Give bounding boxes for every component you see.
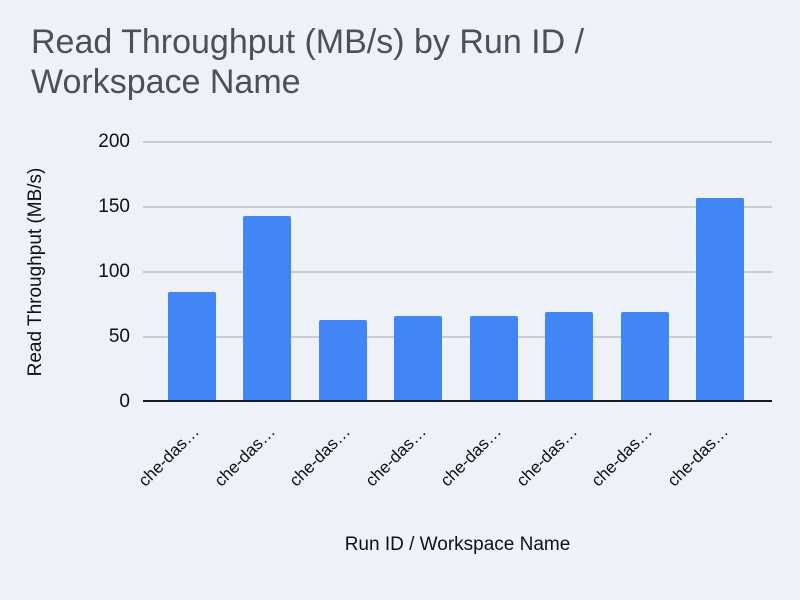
y-tick-label-200: 200 (98, 131, 130, 152)
x-category-label-text: che-das… (512, 422, 581, 491)
x-category-label-text: che-das… (663, 422, 732, 491)
x-axis-title: Run ID / Workspace Name (344, 534, 571, 555)
y-tick-label-0: 0 (119, 391, 130, 412)
bar-slot (381, 142, 457, 402)
bar-slot (230, 142, 306, 402)
y-tick-label-100: 100 (98, 261, 130, 282)
bar-slot (305, 142, 381, 402)
x-axis-baseline (143, 400, 772, 402)
y-tick-label-150: 150 (98, 196, 130, 217)
gridline-100 (143, 271, 772, 273)
bar-7 (620, 312, 669, 402)
x-category-label-text: che-das… (436, 422, 506, 491)
bar-4 (394, 316, 443, 402)
x-category-label-text: che-das… (285, 422, 355, 491)
bar-6 (545, 312, 594, 402)
plot-area (143, 141, 772, 402)
gridline-150 (143, 206, 772, 208)
bar-1 (167, 291, 216, 402)
chart-title: Read Throughput (MB/s) by Run ID / Works… (31, 23, 585, 102)
y-tick-label-50: 50 (108, 326, 130, 347)
x-category-label-text: che-das… (134, 422, 204, 491)
x-category-label-text: che-das… (587, 422, 657, 491)
bar-5 (469, 316, 518, 402)
x-category-label-text: che-das… (361, 422, 430, 491)
bar-3 (318, 320, 367, 402)
bar-2 (243, 216, 292, 402)
gridline-50 (143, 336, 772, 338)
bar-slot (456, 142, 532, 402)
bar-8 (696, 197, 745, 402)
bar-slot (154, 142, 230, 402)
bar-slot (683, 142, 759, 402)
bar-slot (607, 142, 683, 402)
bar-slot (532, 142, 608, 402)
bar-series (154, 142, 758, 402)
gridline-200 (143, 141, 772, 143)
x-category-label-text: che-das… (210, 422, 279, 491)
